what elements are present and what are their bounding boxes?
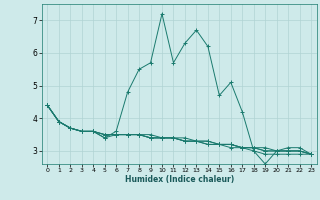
X-axis label: Humidex (Indice chaleur): Humidex (Indice chaleur) xyxy=(124,175,234,184)
